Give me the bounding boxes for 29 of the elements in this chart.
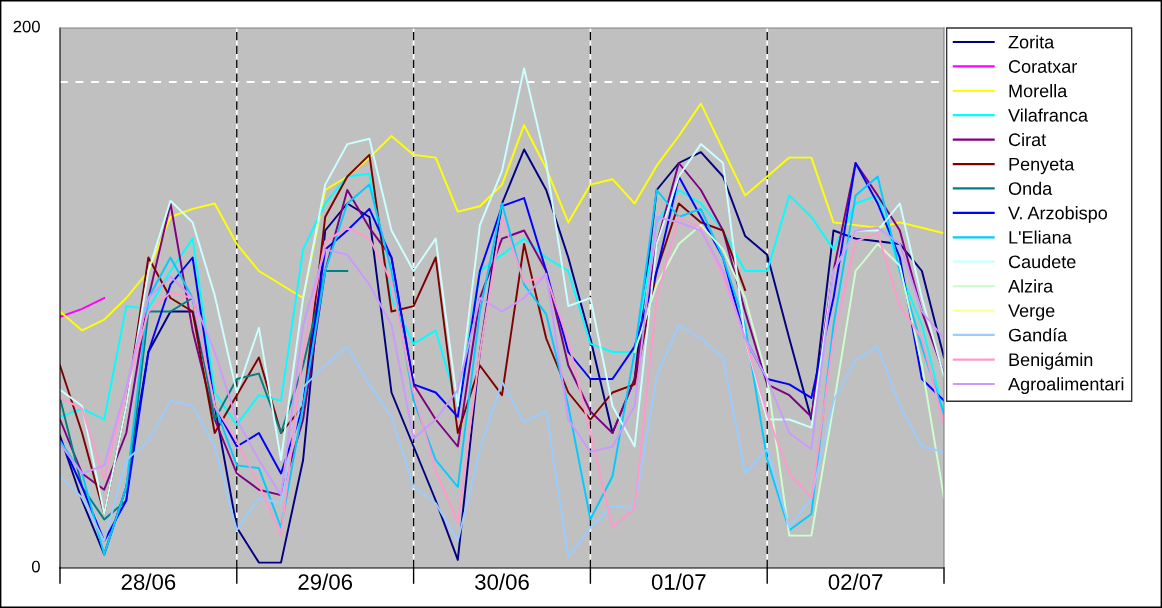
legend-label: Penyeta [1009, 157, 1075, 175]
line-series [60, 270, 349, 521]
line-series [60, 67, 944, 515]
x-tick-label: 30/06 [475, 573, 529, 590]
legend-label: Cirat [1008, 132, 1047, 147]
legend-label: Vilafranca [1008, 108, 1089, 122]
x-tick-label: 01/07 [651, 573, 706, 590]
legend-label: Caudete [1008, 254, 1076, 269]
legend-label: V. Arzobispo [1008, 206, 1108, 223]
x-tick-label: 28/06 [121, 573, 176, 590]
line-series [633, 224, 944, 537]
legend-label: Zorita [1008, 35, 1055, 49]
legend-label: Coratxar [1008, 60, 1077, 73]
line-series [60, 102, 944, 332]
x-tick-label: 29/06 [298, 573, 353, 590]
legend-label: Onda [1008, 181, 1053, 195]
legend-label: Alzira [1008, 279, 1054, 293]
legend-label: Gandía [1008, 327, 1068, 342]
legend-label: Benigámin [1009, 352, 1093, 370]
y-tick-label: 0 [31, 560, 40, 573]
legend-label: Agroalimentari [1008, 377, 1124, 395]
line-series [60, 172, 944, 426]
legend-label: Morella [1009, 84, 1068, 98]
x-tick-label: 02/07 [828, 573, 883, 590]
legend-label: L'Eliana [1009, 230, 1072, 244]
line-series [60, 324, 944, 559]
y-tick-label: 200 [13, 20, 40, 33]
legend-label: Verge [1008, 304, 1055, 321]
line-series [60, 153, 747, 515]
